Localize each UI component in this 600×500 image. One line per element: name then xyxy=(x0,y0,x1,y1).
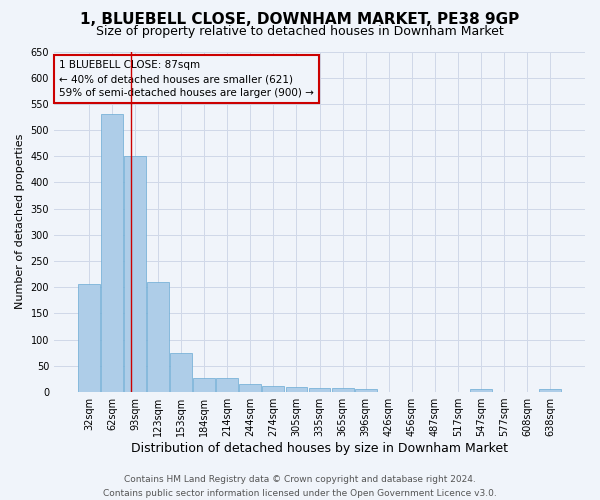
Text: Contains HM Land Registry data © Crown copyright and database right 2024.
Contai: Contains HM Land Registry data © Crown c… xyxy=(103,476,497,498)
Bar xyxy=(539,390,561,392)
Text: Size of property relative to detached houses in Downham Market: Size of property relative to detached ho… xyxy=(96,25,504,38)
Text: 1 BLUEBELL CLOSE: 87sqm
← 40% of detached houses are smaller (621)
59% of semi-d: 1 BLUEBELL CLOSE: 87sqm ← 40% of detache… xyxy=(59,60,314,98)
Bar xyxy=(470,390,492,392)
Bar xyxy=(170,353,192,392)
Bar xyxy=(355,390,377,392)
Bar xyxy=(262,386,284,392)
Text: 1, BLUEBELL CLOSE, DOWNHAM MARKET, PE38 9GP: 1, BLUEBELL CLOSE, DOWNHAM MARKET, PE38 … xyxy=(80,12,520,28)
Bar xyxy=(217,378,238,392)
Y-axis label: Number of detached properties: Number of detached properties xyxy=(15,134,25,310)
Bar xyxy=(193,378,215,392)
Bar xyxy=(124,156,146,392)
Bar xyxy=(147,282,169,392)
X-axis label: Distribution of detached houses by size in Downham Market: Distribution of detached houses by size … xyxy=(131,442,508,455)
Bar xyxy=(78,284,100,392)
Bar xyxy=(308,388,331,392)
Bar xyxy=(101,114,123,392)
Bar xyxy=(332,388,353,392)
Bar xyxy=(239,384,262,392)
Bar xyxy=(286,387,307,392)
